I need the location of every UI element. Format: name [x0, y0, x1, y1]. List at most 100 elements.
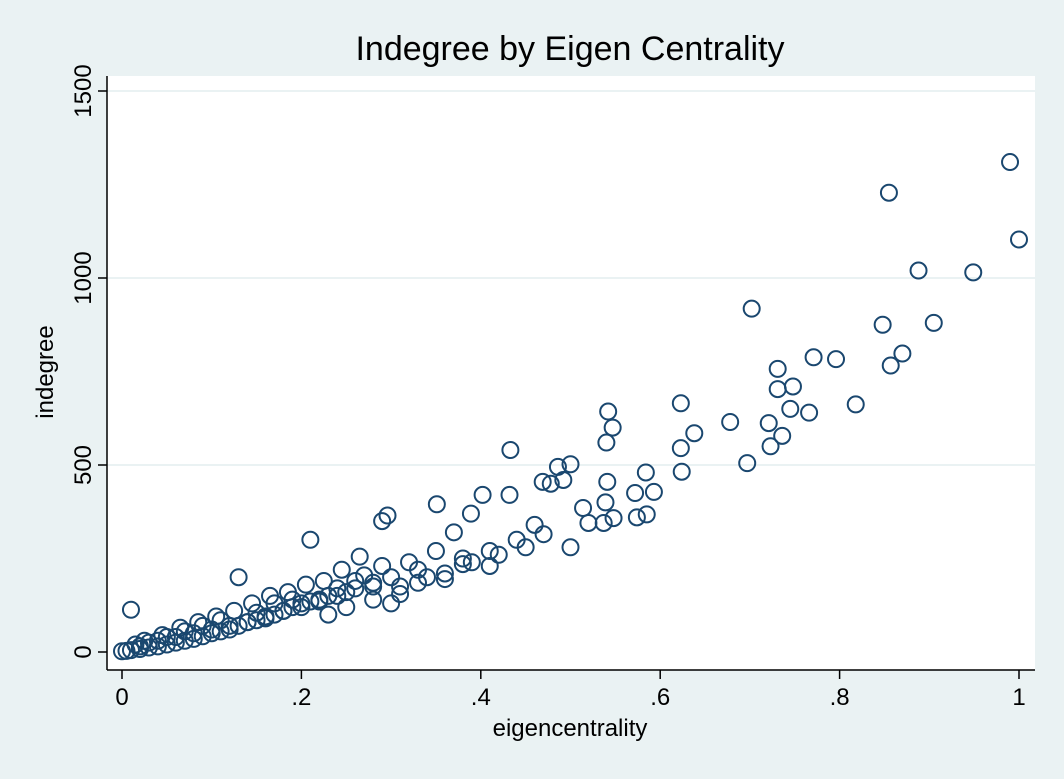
scatter-point	[461, 504, 480, 523]
scatter-point	[391, 577, 410, 596]
scatter-point	[314, 571, 333, 590]
scatter-point	[579, 513, 598, 532]
scatter-point	[480, 542, 499, 561]
scatter-point	[480, 556, 499, 575]
scatter-point	[759, 414, 778, 433]
scatter-point	[561, 538, 580, 557]
scatter-point	[846, 395, 865, 414]
scatter-point	[193, 616, 212, 635]
scatter-point	[671, 394, 690, 413]
scatter-point	[462, 553, 481, 572]
scatter-point	[378, 506, 397, 525]
scatter-point	[598, 472, 617, 491]
scatter-point	[202, 620, 221, 639]
scatter-point	[541, 474, 560, 493]
y-tick-label: 0	[70, 645, 97, 658]
scatter-point	[243, 594, 262, 613]
scatter-point	[644, 482, 663, 501]
scatter-point	[229, 568, 248, 587]
x-axis-label: eigencentrality	[493, 715, 648, 742]
scatter-point	[301, 530, 320, 549]
x-tick-label: 1	[1012, 684, 1025, 711]
axes: 0 .2 .4 .6 .8 1 0 500 1000 1500	[70, 64, 1035, 711]
scatter-point	[879, 183, 898, 202]
chart-title: Indegree by Eigen Centrality	[355, 30, 784, 68]
x-tick-label: 0	[115, 684, 128, 711]
scatter-point	[175, 622, 194, 641]
scatter-point	[265, 605, 284, 624]
scatter-point	[121, 600, 140, 619]
scatter-point	[130, 637, 149, 656]
scatter-point	[139, 633, 158, 652]
scatter-point	[453, 555, 472, 574]
scatter-point	[148, 631, 167, 650]
scatter-point	[685, 424, 704, 443]
scatter-point	[337, 598, 356, 617]
scatter-point	[409, 573, 428, 592]
scatter-point	[346, 571, 365, 590]
scatter-point	[525, 515, 544, 534]
scatter-point	[346, 579, 365, 598]
scatter-point	[597, 433, 616, 452]
scatter-point	[211, 611, 230, 630]
scatter-point	[501, 441, 520, 460]
scatter-point	[427, 495, 446, 514]
scatter-point	[626, 484, 645, 503]
y-tick-label: 1500	[70, 64, 97, 117]
scatter-point	[738, 454, 757, 473]
scatter-point	[189, 613, 208, 632]
scatter-point	[453, 549, 472, 568]
scatter-point	[507, 530, 526, 549]
scatter-point	[373, 512, 392, 531]
scatter-point	[596, 493, 615, 512]
x-tick-label: .6	[650, 684, 670, 711]
scatter-point	[310, 592, 329, 611]
scatter-point	[627, 508, 646, 527]
scatter-point	[873, 315, 892, 334]
scatter-point	[781, 399, 800, 418]
scatter-point	[637, 505, 656, 524]
scatter-point	[742, 299, 761, 318]
scatter-point	[373, 556, 392, 575]
scatter-point	[599, 402, 618, 421]
scatter-point	[332, 560, 351, 579]
scatter-point	[1010, 230, 1028, 249]
scatter-point	[964, 263, 983, 282]
scatter-point	[909, 261, 928, 280]
scatter-point	[636, 463, 655, 482]
scatter-point	[382, 594, 401, 613]
scatter-point	[561, 455, 580, 474]
grid-lines	[107, 90, 1035, 466]
scatter-point	[157, 628, 176, 647]
scatter-point	[554, 470, 573, 489]
scatter-point	[827, 350, 846, 369]
scatter-point	[220, 616, 239, 635]
scatter-point	[296, 575, 315, 594]
scatter-point	[247, 611, 266, 630]
scatter-point	[400, 553, 419, 572]
scatter-point	[761, 437, 780, 456]
scatter-point	[265, 594, 284, 613]
x-tick-label: .2	[291, 684, 311, 711]
scatter-point	[283, 590, 302, 609]
scatter-point	[426, 542, 445, 561]
scatter-point	[534, 525, 553, 544]
scatter-point	[444, 523, 463, 542]
scatter-point	[721, 412, 740, 431]
scatter-point	[672, 462, 691, 481]
scatter-point	[382, 568, 401, 587]
scatter-point	[247, 603, 266, 622]
scatter-point	[489, 545, 508, 564]
scatter-point	[207, 607, 226, 626]
scatter-point	[391, 585, 410, 604]
scatter-point	[238, 613, 257, 632]
plot-area	[107, 76, 1035, 670]
scatter-point	[768, 359, 787, 378]
scatter-point	[435, 564, 454, 583]
scatter-point	[500, 485, 519, 504]
scatter-point	[166, 628, 185, 647]
scatter-point	[473, 485, 492, 504]
scatter-point	[364, 590, 383, 609]
y-tick-label: 1000	[70, 251, 97, 304]
